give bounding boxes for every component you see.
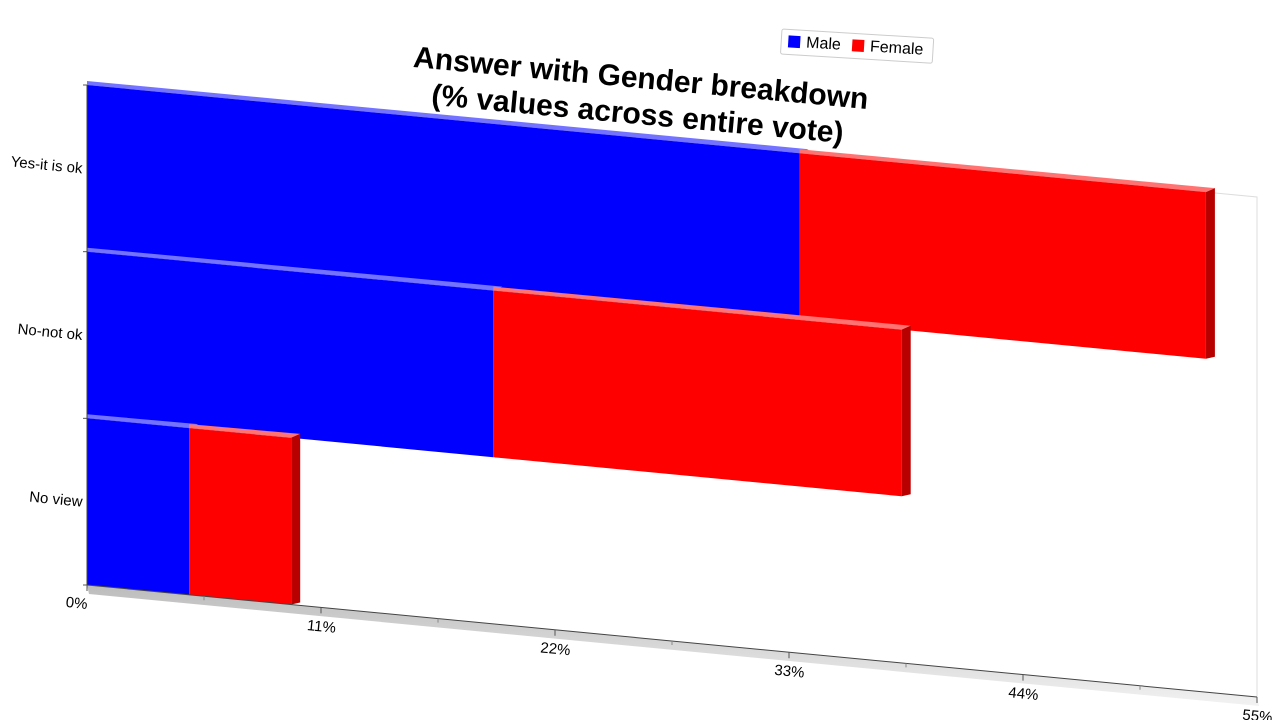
- bar-male-2: [87, 418, 190, 595]
- bar-male-0-top: [87, 81, 809, 154]
- legend-label: Male: [806, 35, 842, 54]
- category-label: No view: [29, 489, 84, 511]
- bar-female-1-side: [901, 325, 911, 497]
- x-tick-label: 0%: [65, 594, 88, 613]
- bar-male-0: [87, 85, 800, 320]
- category-label: No-not ok: [17, 321, 84, 344]
- legend-swatch-male: [787, 35, 801, 49]
- bar-female-1-top: [493, 286, 911, 330]
- x-tick-label: 11%: [306, 617, 336, 637]
- x-tick-label: 33%: [774, 662, 806, 682]
- bar-male-2-top: [87, 414, 199, 429]
- bar-female-0-side: [1205, 188, 1215, 359]
- chart-floor: [87, 585, 1259, 706]
- bar-male-1-top: [87, 247, 503, 291]
- legend-swatch-female: [851, 39, 865, 53]
- legend-label: Female: [870, 38, 924, 58]
- chart-bars: [87, 81, 1215, 605]
- category-label: Yes-it is ok: [10, 153, 84, 177]
- bar-female-2-top: [189, 424, 301, 438]
- bar-female-1: [493, 290, 902, 497]
- chart-legend: Male Female: [780, 28, 935, 64]
- bar-female-0: [799, 153, 1206, 359]
- x-tick-label: 44%: [1008, 684, 1040, 704]
- x-tick-label: 22%: [540, 639, 572, 659]
- chart-axes: Yes-it is ok No-not ok No view 0% 11% 22% 33% 4…: [10, 84, 1274, 720]
- x-tick-label: 55%: [1242, 707, 1274, 720]
- bar-female-2: [189, 428, 292, 605]
- legend-group: Male Female: [780, 28, 935, 64]
- bar-female-0-top: [799, 149, 1215, 193]
- bar-male-1: [87, 251, 494, 458]
- bar-female-2-side: [291, 433, 301, 605]
